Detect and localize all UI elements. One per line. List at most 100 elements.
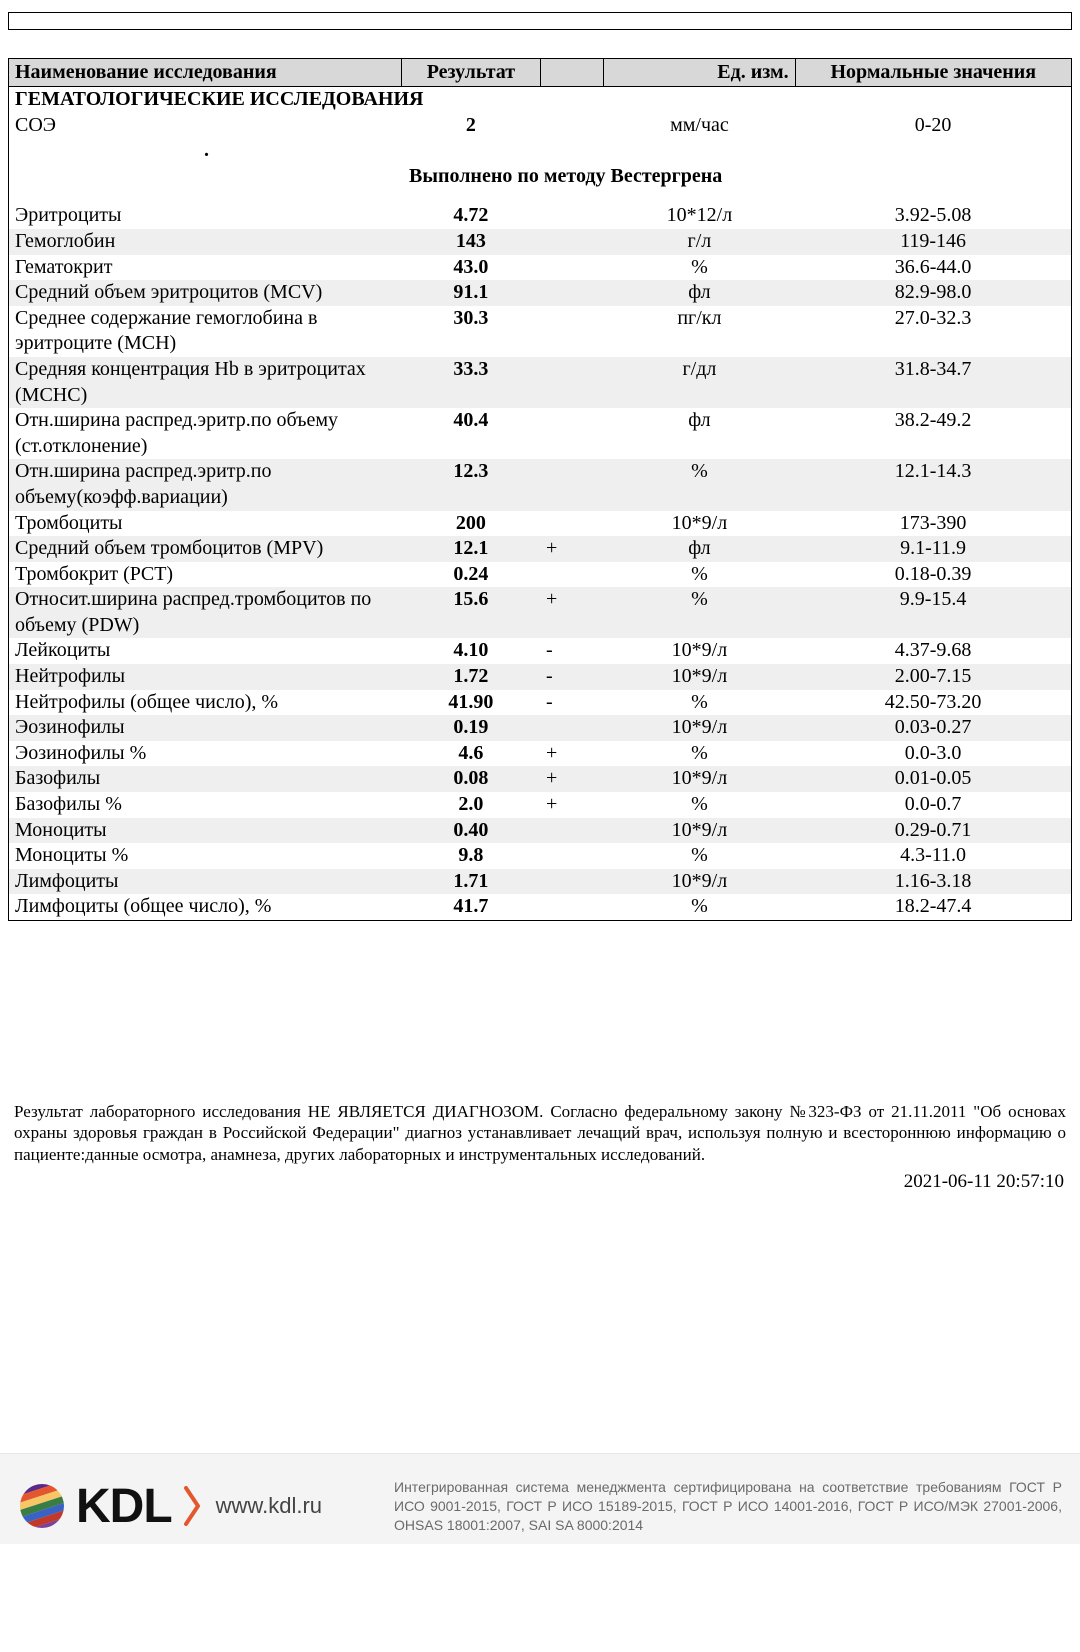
- cell-ref: 173-390: [795, 511, 1071, 537]
- col-unit: Ед. изм.: [604, 59, 795, 87]
- cell-flag: [540, 113, 604, 139]
- cell-result: 0.24: [402, 562, 540, 588]
- brand-url: www.kdl.ru: [216, 1493, 322, 1519]
- table-row: Среднее содержание гемоглобина в эритроц…: [9, 306, 1072, 357]
- cell-flag: [540, 894, 604, 920]
- cell-unit: г/дл: [604, 357, 795, 408]
- page-footer: KDL www.kdl.ru Интегрированная система м…: [0, 1453, 1080, 1545]
- cell-unit: фл: [604, 536, 795, 562]
- cell-result: 1.71: [402, 869, 540, 895]
- table-row: Лимфоциты (общее число), %41.7%18.2-47.4: [9, 894, 1072, 920]
- table-row: СОЭ2мм/час0-20: [9, 113, 1072, 139]
- cell-unit: 10*9/л: [604, 511, 795, 537]
- table-row: Гематокрит43.0%36.6-44.0: [9, 255, 1072, 281]
- cell-name: Моноциты: [9, 818, 402, 844]
- results-table: Наименование исследования Результат Ед. …: [8, 58, 1072, 921]
- cell-result: 33.3: [402, 357, 540, 408]
- cell-ref: 38.2-49.2: [795, 408, 1071, 459]
- cell-result: 1.72: [402, 664, 540, 690]
- timestamp: 2021-06-11 20:57:10: [8, 1171, 1064, 1193]
- table-row: Отн.ширина распред.эритр.по объему (ст.о…: [9, 408, 1072, 459]
- cell-flag: [540, 715, 604, 741]
- cell-flag: [540, 843, 604, 869]
- cell-result: 9.8: [402, 843, 540, 869]
- cell-ref: 31.8-34.7: [795, 357, 1071, 408]
- cell-flag: -: [540, 690, 604, 716]
- cell-unit: %: [604, 459, 795, 510]
- col-name: Наименование исследования: [9, 59, 402, 87]
- cell-result: 4.6: [402, 741, 540, 767]
- cell-name: Эозинофилы: [9, 715, 402, 741]
- cell-name: Отн.ширина распред.эритр.по объему(коэфф…: [9, 459, 402, 510]
- cell-result: 4.72: [402, 203, 540, 229]
- cell-ref: 9.1-11.9: [795, 536, 1071, 562]
- cell-flag: [540, 511, 604, 537]
- cell-name: Базофилы %: [9, 792, 402, 818]
- cell-unit: 10*9/л: [604, 664, 795, 690]
- table-row: Моноциты0.4010*9/л0.29-0.71: [9, 818, 1072, 844]
- table-row: Эозинофилы %4.6+%0.0-3.0: [9, 741, 1072, 767]
- col-result: Результат: [402, 59, 540, 87]
- cell-name: Лимфоциты (общее число), %: [9, 894, 402, 920]
- certification-text: Интегрированная система менеджмента серт…: [394, 1478, 1062, 1535]
- cell-ref: 0.0-0.7: [795, 792, 1071, 818]
- cell-name: Нейтрофилы (общее число), %: [9, 690, 402, 716]
- table-row: Эозинофилы0.1910*9/л0.03-0.27: [9, 715, 1072, 741]
- cell-unit: 10*9/л: [604, 869, 795, 895]
- table-row: Средняя концентрация Hb в эритроцитах (M…: [9, 357, 1072, 408]
- cell-name: Среднее содержание гемоглобина в эритроц…: [9, 306, 402, 357]
- cell-flag: +: [540, 587, 604, 638]
- gap-row: [9, 189, 1072, 203]
- cell-unit: %: [604, 792, 795, 818]
- cell-name: Лимфоциты: [9, 869, 402, 895]
- cell-name: Средний объем тромбоцитов (MPV): [9, 536, 402, 562]
- table-header: Наименование исследования Результат Ед. …: [9, 59, 1072, 87]
- table-row: Эритроциты4.7210*12/л3.92-5.08: [9, 203, 1072, 229]
- cell-result: 200: [402, 511, 540, 537]
- table-row: Отн.ширина распред.эритр.по объему(коэфф…: [9, 459, 1072, 510]
- cell-unit: фл: [604, 408, 795, 459]
- cell-flag: +: [540, 792, 604, 818]
- cell-ref: 0.29-0.71: [795, 818, 1071, 844]
- cell-flag: -: [540, 664, 604, 690]
- table-row: Относит.ширина распред.тромбоцитов по об…: [9, 587, 1072, 638]
- chevron-right-icon: [182, 1482, 204, 1530]
- cell-result: 40.4: [402, 408, 540, 459]
- cell-name: Базофилы: [9, 766, 402, 792]
- cell-flag: [540, 408, 604, 459]
- cell-ref: 82.9-98.0: [795, 280, 1071, 306]
- cell-name: Гемоглобин: [9, 229, 402, 255]
- cell-result: 12.1: [402, 536, 540, 562]
- method-note-row: .Выполнено по методу Вестергрена: [9, 138, 1072, 189]
- cell-name: Нейтрофилы: [9, 664, 402, 690]
- cell-result: 15.6: [402, 587, 540, 638]
- table-row: Базофилы0.08+10*9/л0.01-0.05: [9, 766, 1072, 792]
- cell-ref: 0.03-0.27: [795, 715, 1071, 741]
- cell-ref: 0.0-3.0: [795, 741, 1071, 767]
- cell-result: 4.10: [402, 638, 540, 664]
- cell-ref: 9.9-15.4: [795, 587, 1071, 638]
- cell-result: 91.1: [402, 280, 540, 306]
- cell-unit: %: [604, 690, 795, 716]
- brand-name: KDL: [76, 1479, 172, 1534]
- section-row: ГЕМАТОЛОГИЧЕСКИЕ ИССЛЕДОВАНИЯ: [9, 87, 1072, 113]
- cell-flag: [540, 229, 604, 255]
- cell-ref: 3.92-5.08: [795, 203, 1071, 229]
- cell-unit: %: [604, 255, 795, 281]
- cell-ref: 2.00-7.15: [795, 664, 1071, 690]
- cell-result: 2.0: [402, 792, 540, 818]
- cell-result: 0.08: [402, 766, 540, 792]
- cell-name: Лейкоциты: [9, 638, 402, 664]
- cell-result: 43.0: [402, 255, 540, 281]
- cell-unit: 10*9/л: [604, 715, 795, 741]
- table-row: Лейкоциты4.10-10*9/л4.37-9.68: [9, 638, 1072, 664]
- table-row: Лимфоциты1.7110*9/л1.16-3.18: [9, 869, 1072, 895]
- cell-name: Тромбоциты: [9, 511, 402, 537]
- cell-name: Средняя концентрация Hb в эритроцитах (M…: [9, 357, 402, 408]
- cell-name: Эозинофилы %: [9, 741, 402, 767]
- cell-result: 41.7: [402, 894, 540, 920]
- section-title: ГЕМАТОЛОГИЧЕСКИЕ ИССЛЕДОВАНИЯ: [9, 87, 1072, 113]
- cell-unit: %: [604, 587, 795, 638]
- cell-ref: 36.6-44.0: [795, 255, 1071, 281]
- cell-flag: [540, 306, 604, 357]
